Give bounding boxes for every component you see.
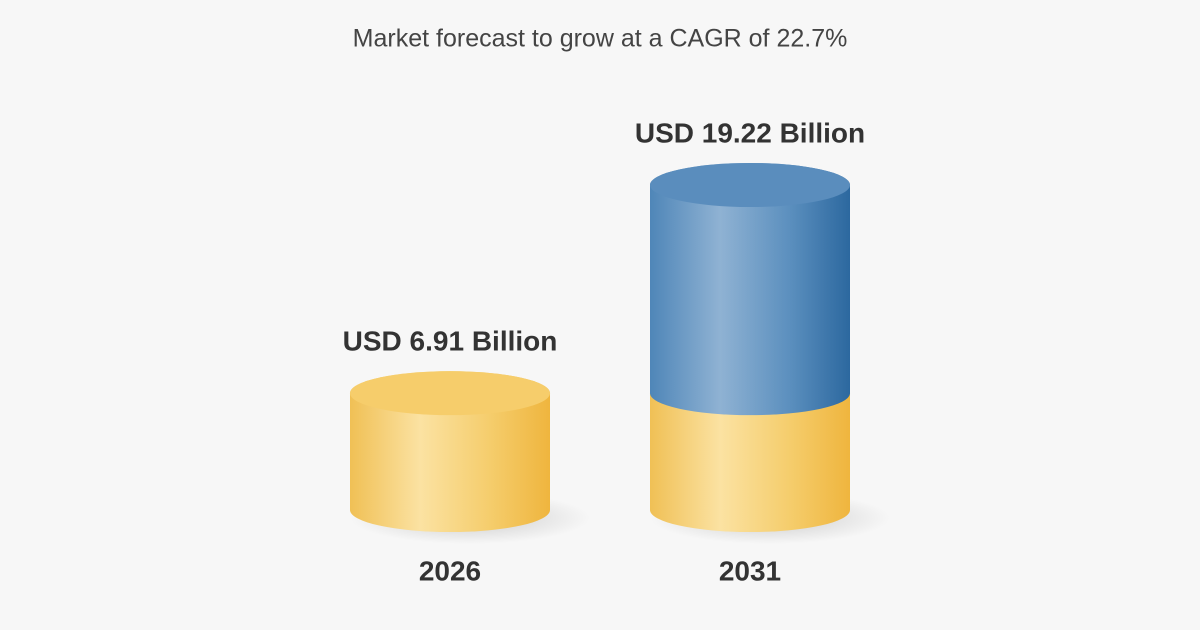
bar-segment [650, 163, 850, 416]
bar-top [350, 371, 550, 416]
bar-top [650, 163, 850, 207]
value-label: USD 6.91 Billion [343, 326, 558, 357]
x-tick-label: 2031 [719, 555, 781, 586]
x-tick-label: 2026 [419, 555, 481, 586]
chart-title: Market forecast to grow at a CAGR of 22.… [353, 25, 848, 53]
value-label: USD 19.22 Billion [635, 117, 865, 148]
